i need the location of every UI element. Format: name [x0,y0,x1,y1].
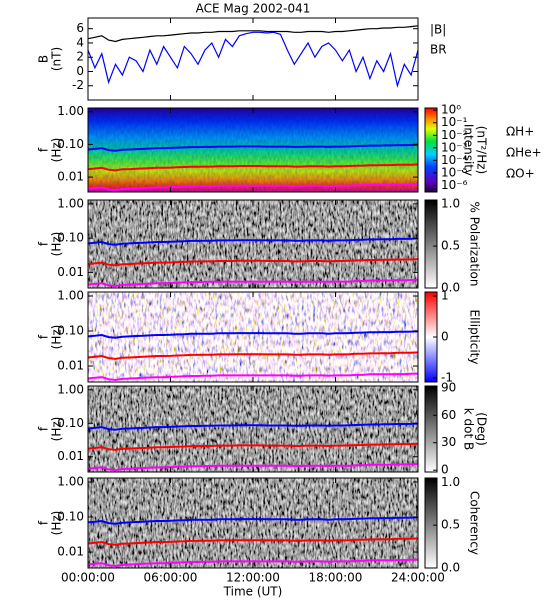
x-tick-label: 00:00:00 [61,571,115,585]
chart-title: ACE Mag 2002-041 [196,2,311,16]
colorbar-tick-label: -1 [441,370,453,384]
colorbar-tick-label: 90 [441,380,456,394]
y-tick-label: -2 [72,78,84,92]
y-tick-label: 0.10 [57,510,84,524]
colorbar-tick-label: 60 [441,408,456,422]
colorbar [424,107,438,193]
series-line [87,31,419,89]
y-axis-label: (Hz) [50,511,64,536]
series-line [87,237,419,246]
y-axis-label: (Hz) [50,325,64,350]
x-tick-label: 18:00:00 [309,571,363,585]
series-line [87,183,419,192]
legend-label: ΩH+ [506,125,534,139]
series-line [87,143,419,152]
y-axis-label: f [37,334,51,339]
y-tick-label: 1.00 [57,196,84,210]
y-tick-label: 0.10 [57,324,84,338]
y-tick-label: 4 [76,35,84,49]
colorbar-tick-label: 10⁻² [441,128,468,142]
series-line [87,442,419,451]
series-line [87,422,419,431]
colorbar-label: Coherency [468,491,482,555]
colorbar-label: k dot B [462,408,476,450]
colorbar-label: Ellipticity [468,310,482,365]
spectrogram-image [88,478,418,568]
legend-label: |B| [430,23,446,37]
y-tick-label: 0.01 [57,359,84,373]
y-tick-label: 1.00 [57,474,84,488]
colorbar-tick-label: 0.5 [441,239,460,253]
colorbar-tick-label: 10⁻¹ [441,115,468,129]
y-axis-label: B [37,55,51,63]
colorbar-tick-label: 10⁻⁵ [441,165,468,179]
legend-label: BR [430,43,447,57]
y-tick-label: 1.00 [57,288,84,302]
y-tick-label: 1.00 [57,382,84,396]
colorbar [424,477,438,569]
y-tick-label: 0.10 [57,137,84,151]
y-axis-label: (Hz) [50,417,64,442]
y-tick-label: 1.00 [57,104,84,118]
colorbar [424,199,438,289]
colorbar-tick-label: 1.0 [441,475,460,489]
colorbar [424,385,438,473]
spectrogram-texture [88,108,418,192]
y-tick-label: 0.01 [57,265,84,279]
series-line [87,372,419,382]
colorbar-tick-label: 0.5 [441,518,460,532]
y-axis-label: f [37,147,51,152]
colorbar-tick-label: 10⁻³ [441,140,468,154]
y-axis-label: (Hz) [50,232,64,257]
colorbar-tick-label: 10⁰ [441,103,461,117]
colorbar-tick-label: 0 [441,330,449,344]
y-tick-label: 0 [76,64,84,78]
y-axis-label: f [37,520,51,525]
y-tick-label: 0.10 [57,231,84,245]
y-axis-label: f [37,426,51,431]
colorbar-tick-label: 0.0 [441,281,460,295]
series-line [87,278,419,288]
spectrogram-image [88,386,418,472]
series-line [87,558,419,568]
colorbar-label: Intensity [462,124,476,176]
colorbar-tick-label: 0 [441,463,449,477]
spectrogram-image [88,292,418,382]
colorbar-tick-label: 10⁻⁴ [441,153,468,167]
colorbar-label: (nT²/Hz) [475,126,489,174]
y-tick-label: 2 [76,50,84,64]
y-tick-label: 0.01 [57,170,84,184]
y-axis-label: (Hz) [50,138,64,163]
x-tick-label: 06:00:00 [144,571,198,585]
series-line [87,537,419,546]
colorbar-label: (Deg) [475,412,489,446]
colorbar-tick-label: 30 [441,435,456,449]
y-tick-label: 0.01 [57,449,84,463]
colorbar-tick-label: 0.0 [441,561,460,575]
colorbar-tick-label: 1 [441,289,449,303]
series-line [87,258,419,267]
x-tick-label: 24:00:00 [391,571,445,585]
y-tick-label: 0.01 [57,545,84,559]
series-line [87,462,419,472]
colorbar-label: % Polarization [468,202,482,287]
spectrogram-image [88,200,418,288]
y-axis-label: f [37,241,51,246]
legend-label: ΩHe+ [506,146,542,160]
series-line [87,516,419,525]
series-line [87,25,419,43]
y-tick-label: 0.10 [57,416,84,430]
legend-label: ΩO+ [506,167,535,181]
x-tick-label: 12:00:00 [226,571,280,585]
x-axis-label: Time (UT) [223,585,283,599]
y-tick-label: 6 [76,21,84,35]
colorbar-tick-label: 10⁻⁶ [441,178,468,192]
series-line [87,351,419,360]
y-axis-label: (nT) [50,47,64,71]
series-line [87,163,419,172]
series-line [87,330,419,339]
colorbar-tick-label: 1.0 [441,197,460,211]
